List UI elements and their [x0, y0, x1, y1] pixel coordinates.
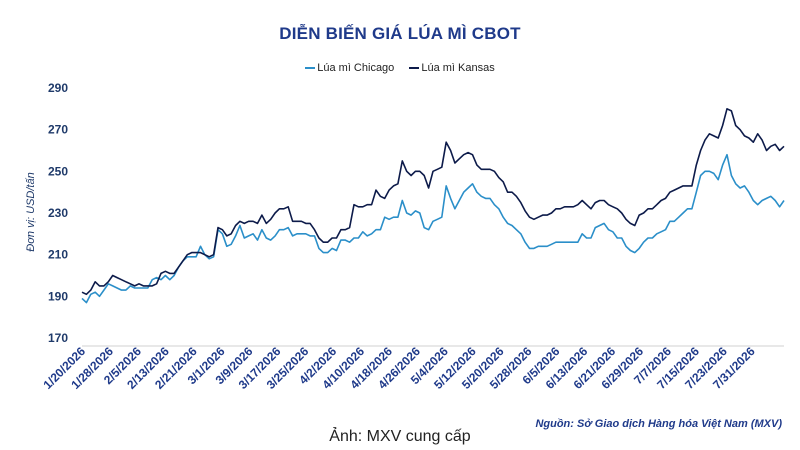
y-tick-label: 190 [48, 289, 68, 303]
line-chart: 170 190 210 230 250 270 290 1/20/20261/28/2026… [40, 81, 785, 392]
chart-title: DIỄN BIẾN GIÁ LÚA MÌ CBOT [279, 24, 521, 43]
y-tick-label: 170 [48, 331, 68, 345]
legend-label-chicago: Lúa mì Chicago [317, 62, 395, 74]
y-tick-labels: 170 190 210 230 250 270 290 [48, 81, 68, 345]
series-lines [81, 108, 785, 304]
legend-swatch-chicago [305, 67, 316, 70]
series-line-chicago [81, 153, 785, 304]
legend-label-kansas: Lúa mì Kansas [421, 62, 495, 74]
x-tick-labels: 1/20/20261/28/20262/5/20262/13/20262/21/… [40, 344, 757, 392]
image-caption: Ảnh: MXV cung cấp [329, 428, 471, 445]
series-line-kansas [81, 108, 785, 296]
legend: Lúa mì Chicago Lúa mì Kansas [0, 62, 800, 74]
legend-item-chicago: Lúa mì Chicago [305, 62, 394, 74]
y-tick-label: 270 [48, 123, 68, 137]
y-tick-label: 290 [48, 81, 68, 95]
y-tick-label: 230 [48, 206, 68, 220]
source-note: Nguồn: Sở Giao dịch Hàng hóa Việt Nam (M… [535, 418, 782, 430]
legend-swatch-kansas [409, 67, 420, 70]
y-tick-label: 210 [48, 248, 68, 262]
y-tick-label: 250 [48, 164, 68, 178]
legend-item-kansas: Lúa mì Kansas [409, 62, 495, 74]
